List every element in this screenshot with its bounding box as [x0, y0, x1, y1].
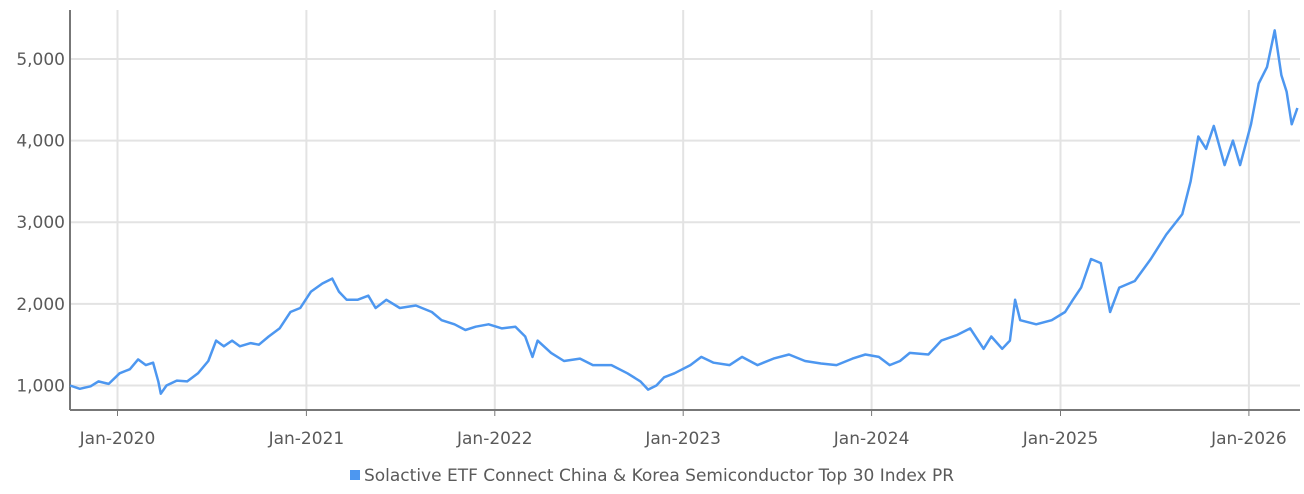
- gridlines: [70, 10, 1300, 410]
- legend-swatch: [349, 470, 360, 480]
- legend-label: Solactive ETF Connect China & Korea Semi…: [363, 466, 955, 486]
- y-tick-label: 4,000: [16, 132, 65, 152]
- x-tick-label: Jan-2022: [456, 429, 533, 449]
- y-tick-label: 3,000: [16, 213, 65, 233]
- y-tick-label: 1,000: [16, 377, 65, 397]
- series-group: [69, 29, 1299, 395]
- y-tick-label: 5,000: [16, 50, 65, 70]
- x-tick-label: Jan-2024: [833, 429, 910, 449]
- x-tick-label: Jan-2025: [1022, 429, 1099, 449]
- series-line: [69, 29, 1299, 395]
- y-tick-label: 2,000: [16, 295, 65, 315]
- legend: Solactive ETF Connect China & Korea Semi…: [0, 466, 1304, 486]
- x-axis-ticks: Jan-2020 Jan-2021 Jan-2022 Jan-2023 Jan-2024…: [79, 410, 1287, 449]
- x-tick-label: Jan-2023: [644, 429, 721, 449]
- x-tick-label: Jan-2026: [1210, 429, 1287, 449]
- x-tick-label: Jan-2021: [268, 429, 345, 449]
- x-tick-label: Jan-2020: [79, 429, 156, 449]
- axes: [69, 10, 1300, 411]
- y-axis-ticks: 1,000 2,000 3,000 4,000 5,000: [16, 50, 65, 397]
